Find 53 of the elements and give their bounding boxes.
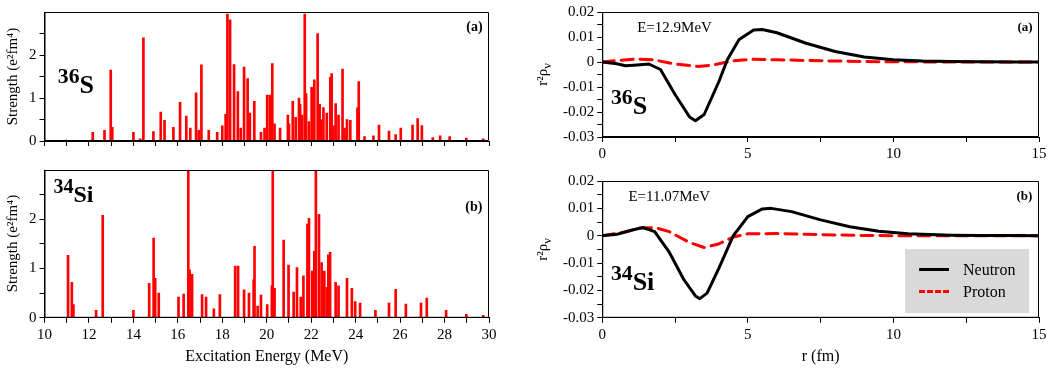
y-tick-label: -0.03	[563, 127, 595, 144]
annotation: (a)	[466, 18, 483, 34]
y-tick-label: 0	[29, 131, 37, 148]
x-tick-label: 30	[481, 325, 497, 342]
x-tick-label: 15	[1031, 325, 1047, 342]
x-axis-title: r (fm)	[801, 346, 840, 365]
x-tick-label: 20	[259, 325, 275, 342]
x-tick-label: 10	[885, 325, 901, 342]
legend-label: Neutron	[963, 260, 1016, 279]
y-tick-label: 2	[29, 210, 37, 227]
y-tick-label: 1	[29, 259, 37, 276]
y-tick-label: -0.03	[563, 308, 595, 325]
y-tick-label: 0.02	[568, 171, 595, 188]
x-tick-label: 28	[437, 325, 453, 342]
annotation: $^{34}$Si	[610, 261, 655, 296]
y-tick-label: -0.02	[563, 281, 595, 298]
annotation: E=12.9MeV	[637, 18, 712, 35]
x-tick-label: 0	[598, 325, 606, 342]
x-tick-label: 10	[885, 144, 901, 161]
y-tick-label: 0	[29, 308, 37, 325]
y-tick-label: 2	[29, 45, 37, 62]
y-tick-label: 0	[586, 226, 595, 243]
y-tick-label: -0.02	[563, 102, 595, 119]
annotation: $^{36}$S	[57, 64, 94, 99]
x-tick-label: 5	[744, 144, 752, 161]
annotation: (a)	[1017, 18, 1033, 34]
annotation: E=11.07MeV	[628, 188, 711, 205]
x-tick-label: 16	[170, 325, 186, 342]
y-tick-label: 0.01	[568, 27, 595, 44]
x-tick-label: 26	[392, 325, 409, 342]
x-tick-label: 5	[744, 325, 752, 342]
legend-label: Proton	[963, 282, 1006, 301]
annotation: $^{34}$Si	[53, 174, 94, 207]
annotation: (b)	[465, 198, 483, 214]
x-tick-label: 15	[1031, 144, 1047, 161]
x-tick-label: 22	[303, 325, 319, 342]
x-tick-label: 0	[598, 144, 606, 161]
x-tick-label: 24	[348, 325, 364, 342]
x-tick-label: 14	[125, 325, 142, 342]
y-tick-label: 0.02	[568, 2, 595, 19]
annotation: $^{36}$S	[610, 85, 648, 120]
x-axis-title: Excitation Energy (MeV)	[185, 346, 349, 365]
y-tick-label: 1	[29, 88, 37, 105]
y-tick-label: 0.01	[568, 199, 595, 216]
x-tick-label: 12	[81, 325, 97, 342]
x-tick-label: 10	[37, 325, 52, 342]
y-tick-label: 0	[586, 52, 595, 69]
y-tick-label: -0.01	[563, 77, 595, 94]
y-axis-title: Strength (e²fm⁴)	[3, 195, 21, 293]
y-tick-label: -0.01	[563, 254, 595, 271]
y-axis-title: Strength (e²fm⁴)	[3, 27, 21, 126]
x-tick-label: 18	[214, 325, 230, 342]
annotation: (b)	[1016, 188, 1033, 204]
